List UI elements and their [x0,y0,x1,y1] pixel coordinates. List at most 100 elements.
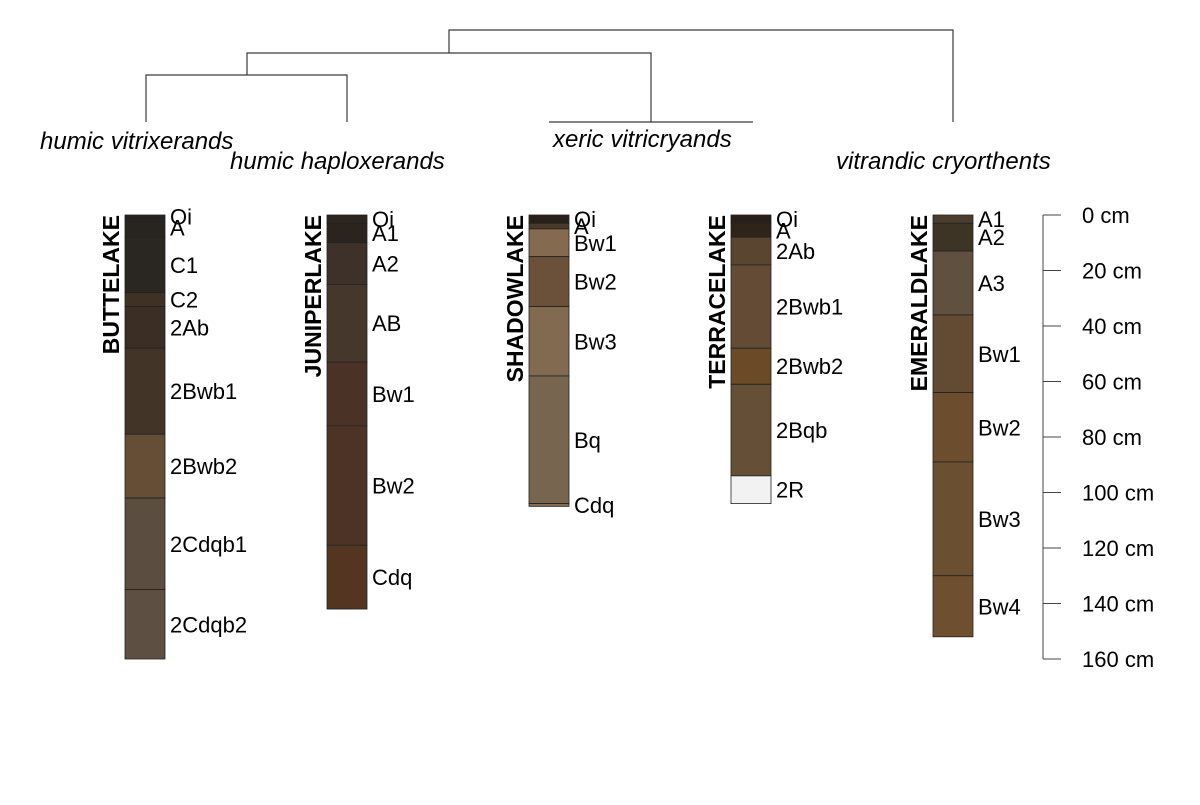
horizon-label: C1 [170,253,198,278]
horizon-label: C2 [170,288,198,313]
horizon-bw2 [528,256,570,307]
horizon-label: 2Cdqb1 [170,532,247,557]
horizon-a2 [932,222,974,252]
horizon-a [528,222,570,230]
horizon-label: A2 [372,252,399,277]
horizon-2bwb1 [730,264,772,349]
depth-tick-label: 40 cm [1082,314,1142,339]
horizon-bw3 [528,306,570,377]
depth-tick-label: 160 cm [1082,647,1154,672]
dendrogram-branch-left-cluster [246,52,652,122]
horizon-label: A1 [978,207,1005,232]
horizon-a2 [326,242,368,285]
horizon-a1 [932,214,974,224]
horizon-label: A3 [978,271,1005,296]
horizon-oi [326,214,368,224]
depth-tick-label: 120 cm [1082,536,1154,561]
horizon-label: 2Cdqb2 [170,612,247,637]
horizon-label: A2 [978,225,1005,250]
horizon-oi [528,214,570,224]
horizon-2bwb1 [124,347,166,435]
horizon-label: Bw2 [978,415,1021,440]
group-label-vitrandic-cryorthents: vitrandic cryorthents [836,148,1051,175]
horizon-bw1 [932,314,974,393]
horizon-label: 2Bwb1 [776,295,843,320]
horizon-label: Cdq [372,565,412,590]
horizon-bw4 [932,575,974,638]
horizon-label: Bw4 [978,594,1021,619]
horizon-label: Bw1 [978,342,1021,367]
horizon-label: Oi [170,204,192,229]
profile-name: BUTTELAKE [98,215,124,354]
horizon-2cdqb1 [124,497,166,591]
horizon-label: A [574,214,589,239]
horizon-label: Bw3 [978,507,1021,532]
group-label-humic-vitrixerands: humic vitrixerands [40,128,233,155]
depth-tick-label: 60 cm [1082,370,1142,395]
depth-axis: 0 cm 20 cm 40 cm 60 cm 80 cm 100 cm 120 cm 140 … [1042,203,1154,672]
horizon-2bwb2 [730,347,772,385]
horizon-cdq [528,503,570,507]
depth-tick-label: 100 cm [1082,481,1154,506]
depth-tick-label: 140 cm [1082,592,1154,617]
taxonomic-labels: humic vitrixerands humic haploxerands xe… [40,126,1051,175]
horizon-label: Oi [574,207,596,232]
horizon-2ab [124,306,166,349]
horizon-2ab [730,236,772,266]
horizon-2r [730,475,772,505]
horizon-bw2 [932,392,974,463]
horizon-label: Bw1 [372,382,415,407]
horizon-label: Bw3 [574,329,617,354]
horizon-bq [528,375,570,505]
horizon-label: 2R [776,478,804,503]
group-label-xeric-vitricryands: xeric vitricryands [552,126,732,153]
horizon-bw3 [932,461,974,577]
horizon-a [730,222,772,238]
dendrogram-branch-root [448,29,954,122]
horizon-2bwb2 [124,433,166,499]
horizon-c1 [124,236,166,294]
horizon-oi [730,214,772,224]
horizon-a3 [932,250,974,316]
horizon-label: A1 [372,221,399,246]
horizon-2cdqb2 [124,589,166,660]
horizon-label: AB [372,311,401,336]
dendrogram-branch-left-pair [145,74,348,122]
profile-name: TERRACELAKE [704,215,730,389]
horizon-label: 2Bwb2 [776,354,843,379]
depth-tick-label: 80 cm [1082,425,1142,450]
horizon-label: Oi [776,207,798,232]
horizon-oi [124,214,166,219]
horizon-label: Bw2 [372,474,415,499]
horizon-label: Oi [372,207,394,232]
horizon-a1 [326,222,368,244]
horizon-label: 2Ab [776,239,815,264]
soil-profiles: OiAC1C22Ab2Bwb12Bwb22Cdqb12Cdqb2BUTTELAK… [98,204,1021,660]
horizon-ab [326,283,368,363]
depth-tick-label: 0 cm [1082,203,1130,228]
horizon-label: 2Bwb1 [170,379,237,404]
horizon-a [124,217,166,238]
horizon-2bqb [730,383,772,477]
horizon-bw1 [326,361,368,427]
horizon-c2 [124,292,166,307]
horizon-label: Bw1 [574,231,617,256]
horizon-label: A [776,218,791,243]
horizon-label: Bw2 [574,270,617,295]
horizon-label: Bq [574,428,601,453]
horizon-bw1 [528,228,570,258]
group-label-humic-haploxerands: humic haploxerands [230,148,445,175]
horizon-label: A [170,215,185,240]
horizon-label: 2Ab [170,315,209,340]
horizon-bw2 [326,425,368,546]
horizon-label: 2Bwb2 [170,454,237,479]
horizon-cdq [326,544,368,610]
profile-name: JUNIPERLAKE [300,215,326,377]
